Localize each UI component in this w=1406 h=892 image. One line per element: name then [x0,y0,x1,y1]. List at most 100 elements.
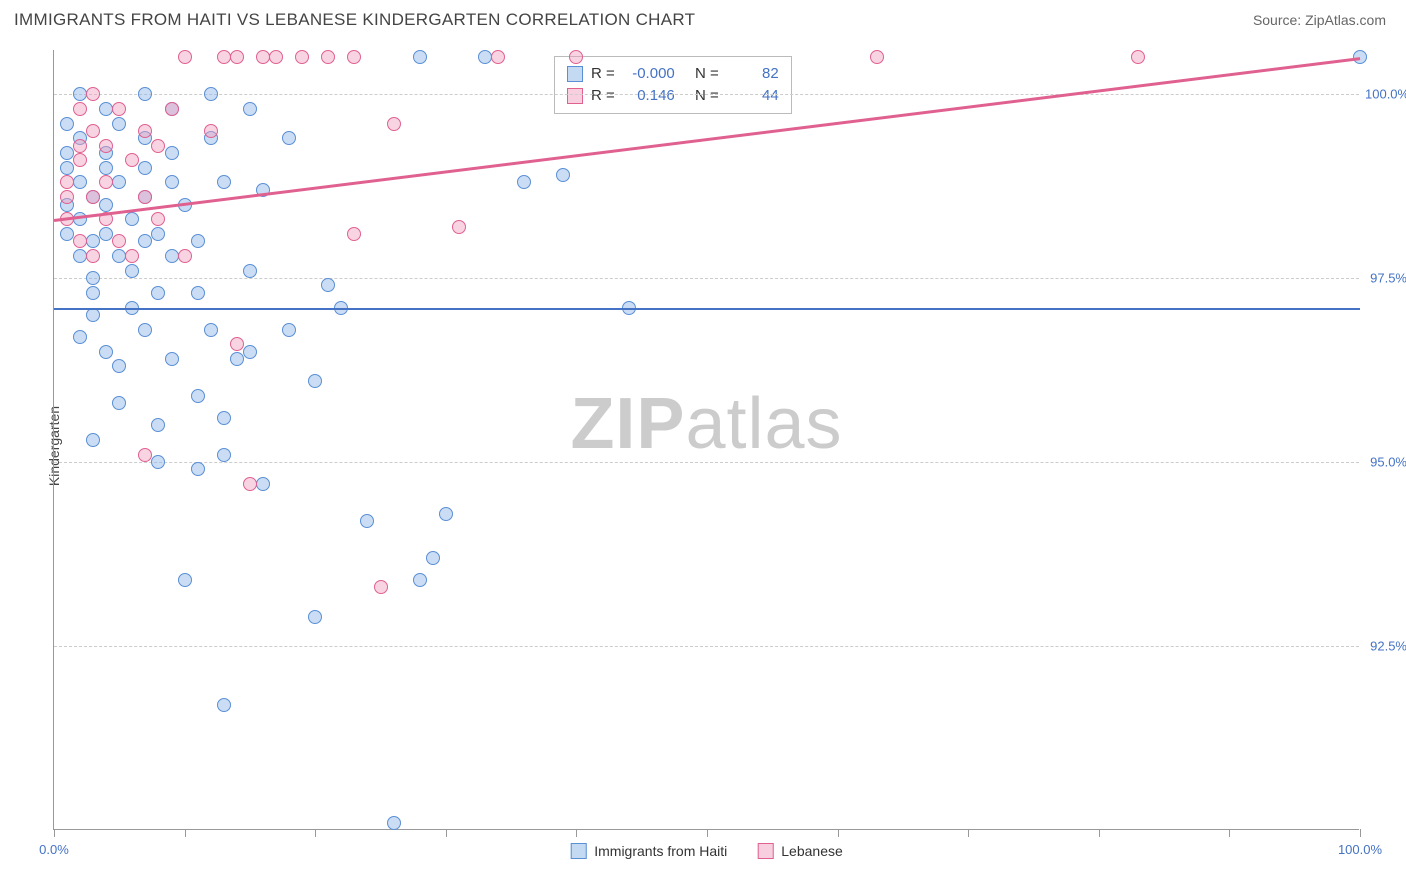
series-legend-item: Immigrants from Haiti [570,843,727,859]
scatter-point [99,198,113,212]
scatter-point [282,323,296,337]
scatter-point [125,212,139,226]
stats-legend-row: R = -0.000 N = 82 [567,63,779,85]
r-value-lebanese: 0.146 [623,85,675,107]
y-tick-label: 92.5% [1365,639,1406,654]
scatter-point [217,411,231,425]
scatter-point [217,698,231,712]
scatter-point [178,573,192,587]
scatter-point [256,50,270,64]
trend-line [54,308,1360,311]
chart-title: IMMIGRANTS FROM HAITI VS LEBANESE KINDER… [14,10,695,30]
scatter-point [86,190,100,204]
scatter-point [151,227,165,241]
swatch-haiti [570,843,586,859]
scatter-point [243,477,257,491]
scatter-point [138,87,152,101]
scatter-point [138,124,152,138]
scatter-point [151,418,165,432]
scatter-point [243,345,257,359]
scatter-point [439,507,453,521]
scatter-point [112,396,126,410]
y-tick-label: 100.0% [1365,87,1406,102]
scatter-point [360,514,374,528]
scatter-point [178,50,192,64]
gridline [54,94,1359,95]
scatter-point [191,286,205,300]
scatter-point [138,234,152,248]
scatter-chart: ZIPatlas R = -0.000 N = 82 R = 0.146 N =… [53,50,1359,830]
scatter-point [204,323,218,337]
scatter-point [178,249,192,263]
scatter-point [387,117,401,131]
scatter-point [308,610,322,624]
scatter-point [112,249,126,263]
scatter-point [112,175,126,189]
scatter-point [99,345,113,359]
scatter-point [86,87,100,101]
scatter-point [86,286,100,300]
scatter-point [452,220,466,234]
x-tick [576,829,577,837]
n-value-lebanese: 44 [727,85,779,107]
scatter-point [112,102,126,116]
scatter-point [491,50,505,64]
scatter-point [204,87,218,101]
scatter-point [73,139,87,153]
scatter-point [870,50,884,64]
scatter-point [230,50,244,64]
scatter-point [243,102,257,116]
scatter-point [217,448,231,462]
n-label: N = [695,85,719,107]
scatter-point [86,234,100,248]
scatter-point [256,477,270,491]
scatter-point [60,146,74,160]
scatter-point [413,50,427,64]
scatter-point [125,264,139,278]
scatter-point [204,124,218,138]
scatter-point [99,227,113,241]
x-tick [185,829,186,837]
scatter-point [191,234,205,248]
scatter-point [99,161,113,175]
scatter-point [413,573,427,587]
scatter-point [99,175,113,189]
scatter-point [165,249,179,263]
scatter-point [73,330,87,344]
scatter-point [478,50,492,64]
watermark-bold: ZIP [570,384,685,464]
scatter-point [191,462,205,476]
scatter-point [243,264,257,278]
scatter-point [1131,50,1145,64]
scatter-point [282,131,296,145]
y-tick-label: 95.0% [1365,455,1406,470]
scatter-point [191,389,205,403]
scatter-point [73,153,87,167]
scatter-point [60,161,74,175]
x-tick [54,829,55,837]
scatter-point [138,448,152,462]
swatch-lebanese [567,88,583,104]
scatter-point [73,234,87,248]
scatter-point [165,146,179,160]
scatter-point [321,50,335,64]
scatter-point [151,286,165,300]
series-legend-item: Lebanese [757,843,843,859]
swatch-haiti [567,66,583,82]
x-tick [446,829,447,837]
gridline [54,646,1359,647]
scatter-point [217,50,231,64]
scatter-point [99,139,113,153]
scatter-point [60,175,74,189]
scatter-point [138,190,152,204]
r-value-haiti: -0.000 [623,63,675,85]
scatter-point [569,50,583,64]
scatter-point [308,374,322,388]
scatter-point [151,212,165,226]
scatter-point [426,551,440,565]
y-tick-label: 97.5% [1365,271,1406,286]
scatter-point [99,102,113,116]
scatter-point [517,175,531,189]
scatter-point [556,168,570,182]
series-label-haiti: Immigrants from Haiti [594,843,727,859]
